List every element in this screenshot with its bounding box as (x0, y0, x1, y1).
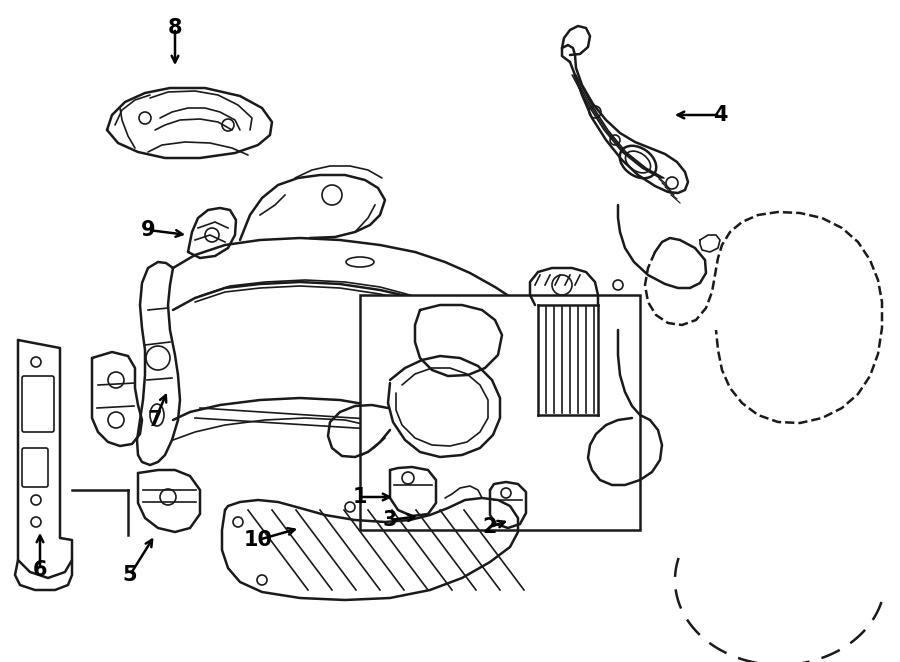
Text: 4: 4 (713, 105, 727, 125)
Text: 7: 7 (148, 410, 162, 430)
Text: 3: 3 (382, 510, 397, 530)
Bar (360, 295, 640, 530)
Text: 8: 8 (167, 18, 182, 38)
Text: 5: 5 (122, 565, 138, 585)
Text: 6: 6 (32, 560, 47, 580)
Text: 9: 9 (140, 220, 156, 240)
Text: 1: 1 (353, 487, 367, 507)
Text: 2: 2 (482, 517, 497, 537)
Text: 10: 10 (244, 530, 273, 550)
